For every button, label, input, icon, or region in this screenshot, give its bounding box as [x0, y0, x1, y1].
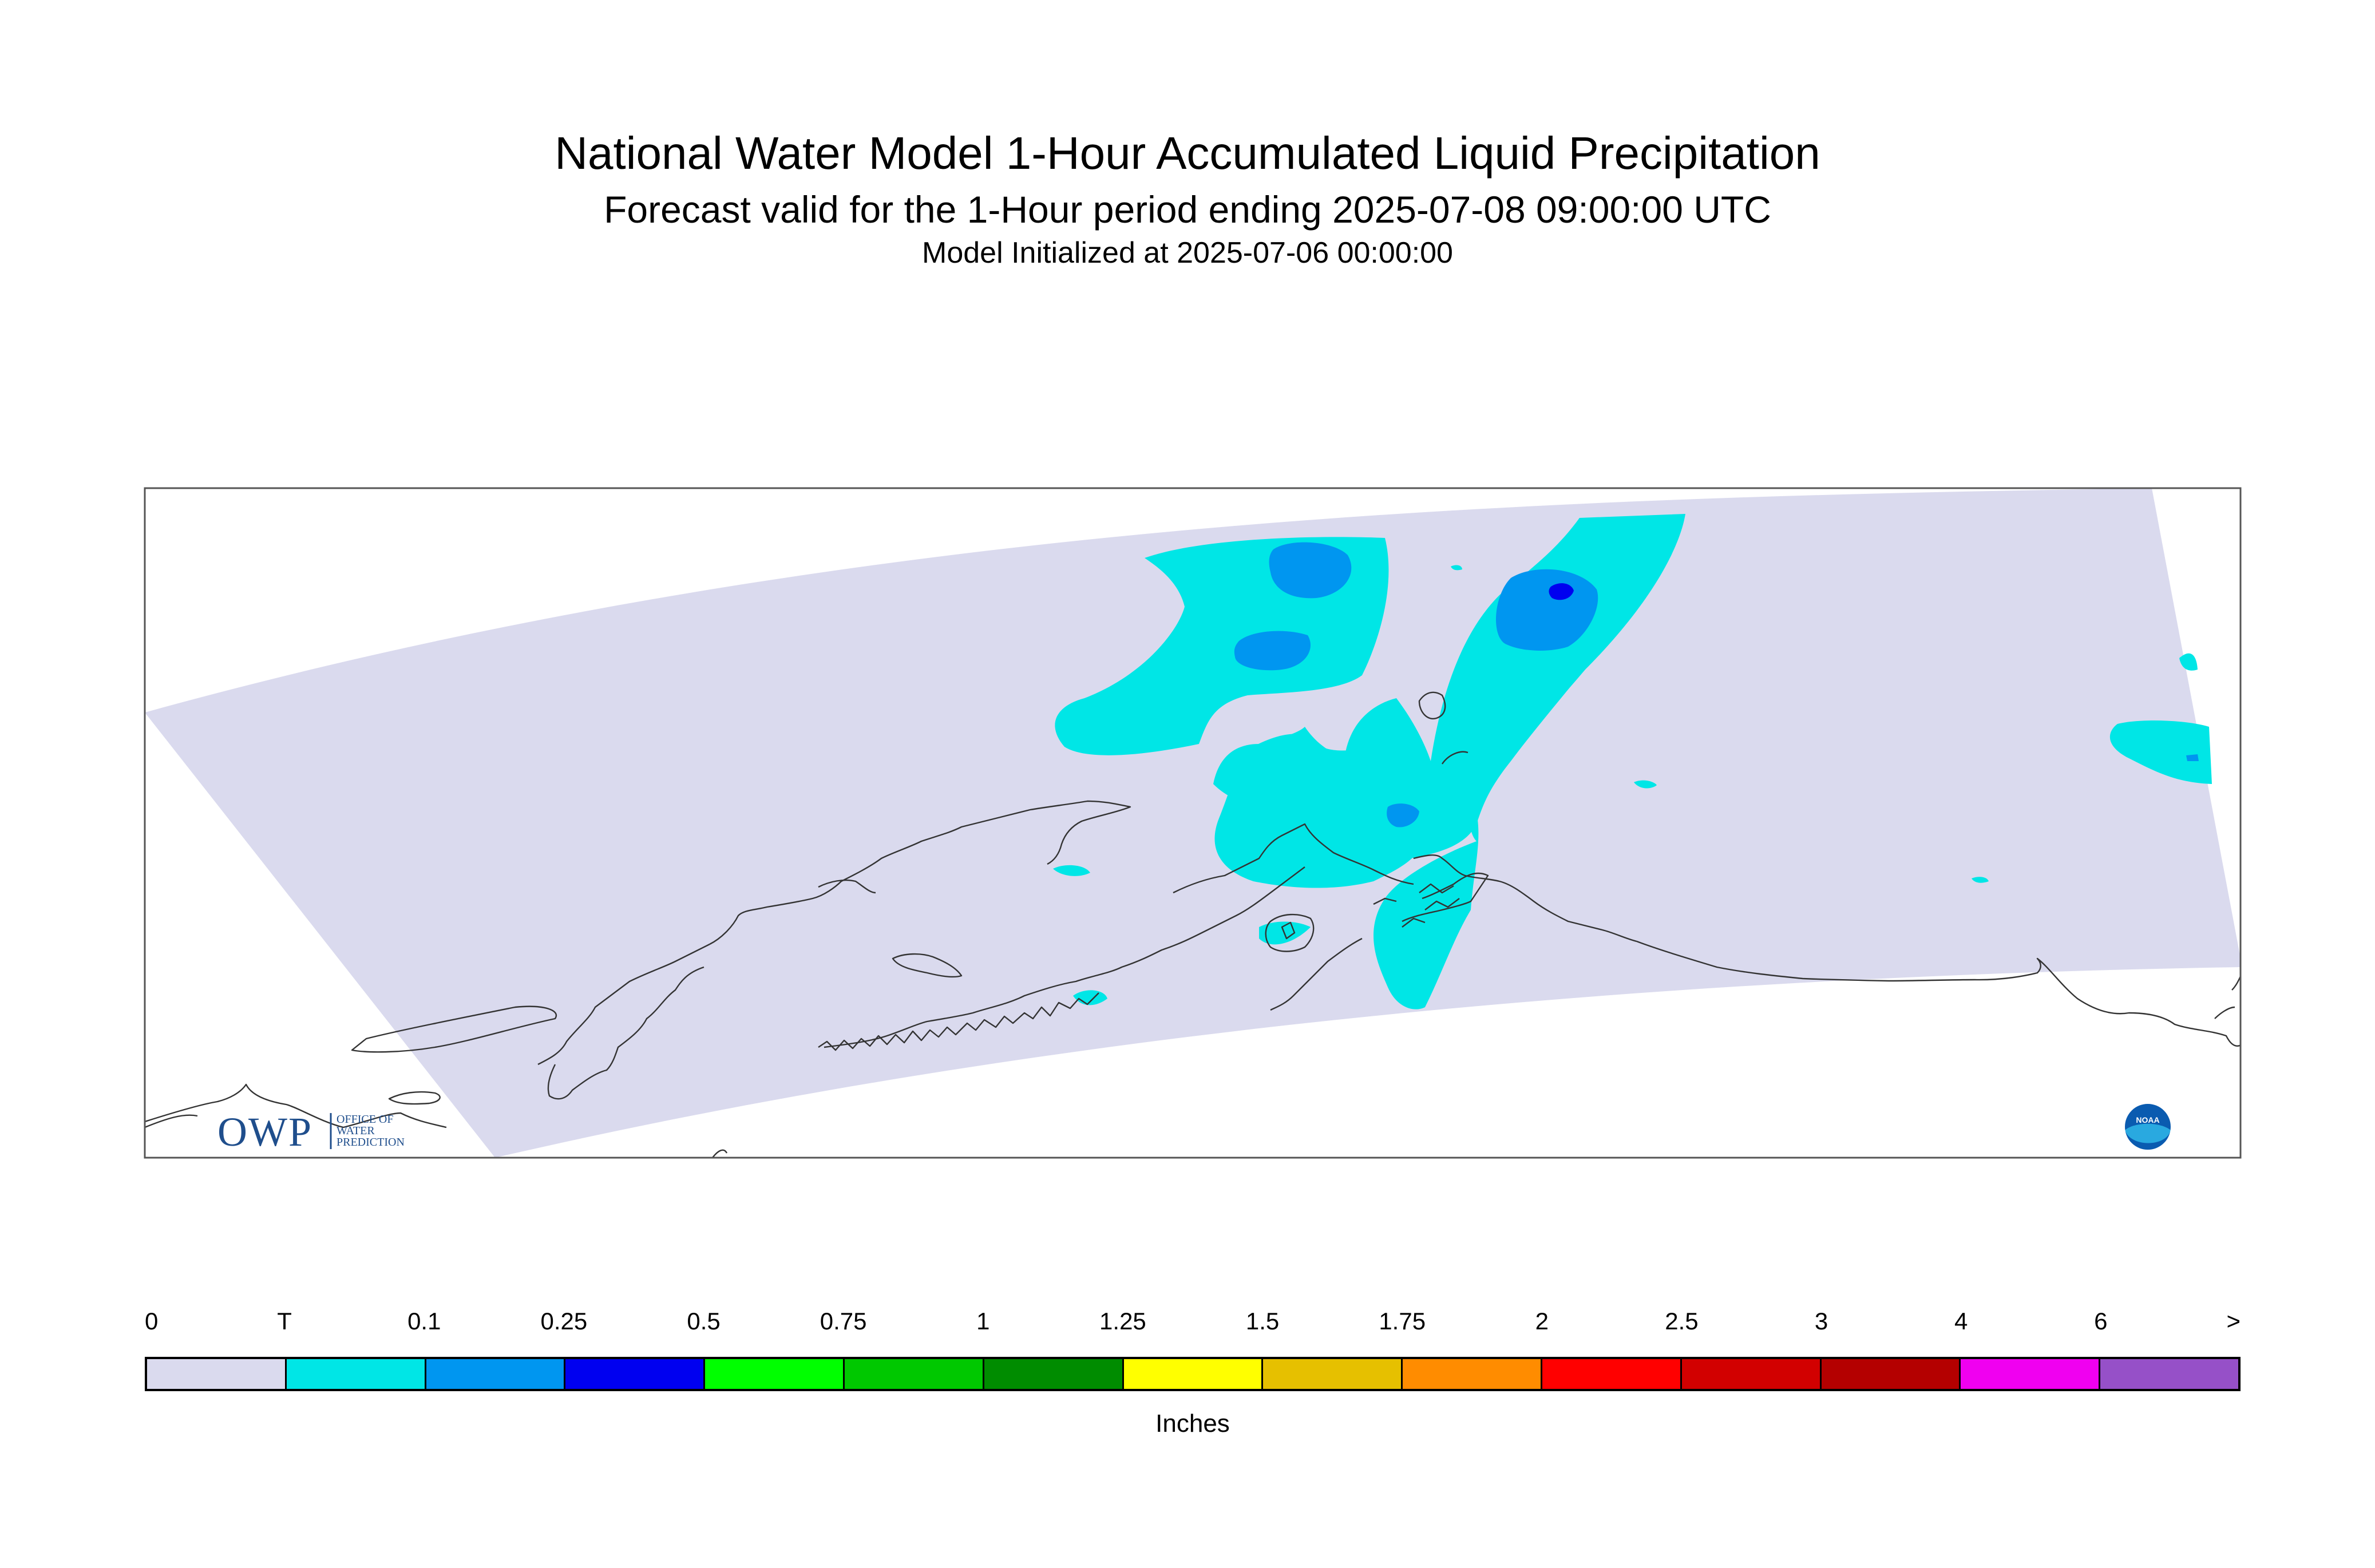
gulf-of-alaska-coast [1636, 940, 2241, 1047]
chugach-islands [1373, 883, 1460, 928]
legend-swatch-10 [1542, 1359, 1682, 1389]
legend-units-label: Inches [1155, 1409, 1230, 1438]
legend-swatch-1 [286, 1359, 426, 1389]
legend-swatch-7 [1123, 1359, 1264, 1389]
noaa-logo-text: NOAA [2136, 1115, 2159, 1124]
legend-tick-4: 0.5 [687, 1308, 721, 1335]
prince-william-sound [1413, 854, 1637, 943]
legend-tick-3: 0.25 [540, 1308, 588, 1335]
legend-swatch-11 [1681, 1359, 1822, 1389]
alaska-mainland-coast [145, 1005, 557, 1129]
legend-swatch-8 [1263, 1359, 1403, 1389]
legend-tick-10: 2 [1535, 1308, 1549, 1335]
forecast-valid-subtitle: Forecast valid for the 1-Hour period end… [604, 188, 1771, 231]
canada-east-coast [2214, 975, 2241, 1019]
legend-swatch-9 [1403, 1359, 1542, 1389]
noaa-logo: NOAA [2123, 1102, 2173, 1152]
legend-swatch-14 [2100, 1359, 2238, 1389]
legend-tick-6: 1 [976, 1308, 990, 1335]
legend-tick-15: > [2226, 1308, 2241, 1335]
owp-logo-letters: OWP [217, 1109, 312, 1155]
legend-swatch-0 [147, 1359, 287, 1389]
owp-logo-line2: WATER [337, 1124, 375, 1137]
legend-swatch-5 [844, 1359, 984, 1389]
western-coast [537, 943, 710, 1100]
legend-swatch-3 [565, 1359, 706, 1389]
map-title: National Water Model 1-Hour Accumulated … [555, 128, 1820, 179]
legend-swatch-12 [1821, 1359, 1961, 1389]
legend-tick-14: 6 [2094, 1308, 2108, 1335]
owp-logo-line3: PREDICTION [337, 1136, 405, 1149]
legend-tick-11: 2.5 [1665, 1308, 1699, 1335]
precipitation-legend: 0 T 0.1 0.25 0.5 0.75 1 1.25 1.5 1.75 2 2.5 3 4 6 > Inc… [145, 1308, 2241, 1445]
legend-swatch-2 [426, 1359, 566, 1389]
legend-tick-9: 1.75 [1379, 1308, 1426, 1335]
moderate-precip-core [1549, 583, 1574, 600]
coastlines [145, 691, 2241, 1158]
legend-tick-8: 1.5 [1245, 1308, 1280, 1335]
map-frame [144, 487, 2242, 1159]
legend-tick-2: 0.1 [407, 1308, 441, 1335]
owp-logo-line1: OFFICE OF [337, 1113, 393, 1126]
kenai-coast [1270, 872, 1489, 1011]
inland-features [818, 691, 1468, 894]
owp-logo: OWP OFFICE OF WATER PREDICTION [217, 1109, 405, 1155]
precip-area-east [2109, 720, 2212, 784]
legend-swatch-6 [984, 1359, 1124, 1389]
bristol-bay-coast [709, 800, 1131, 945]
legend-tick-1: T [277, 1308, 292, 1335]
legend-color-bar [145, 1357, 2241, 1391]
model-domain [145, 488, 2241, 1158]
peninsula-fringe [818, 992, 1099, 1051]
precip-area-peninsula [1214, 734, 1431, 888]
legend-tick-13: 4 [1954, 1308, 1968, 1335]
legend-swatch-4 [705, 1359, 845, 1389]
peninsula-south-coast [824, 866, 1305, 1048]
model-initialized-text: Model Initialized at 2025-07-06 00:00:00 [922, 236, 1453, 270]
kodiak-island [1265, 913, 1315, 952]
legend-tick-0: 0 [145, 1308, 159, 1335]
legend-swatch-13 [1961, 1359, 2101, 1389]
legend-tick-5: 0.75 [820, 1308, 867, 1335]
legend-tick-7: 1.25 [1099, 1308, 1146, 1335]
cook-inlet-coast [1173, 823, 1414, 894]
legend-tick-12: 3 [1814, 1308, 1828, 1335]
lake-iliamna [892, 953, 963, 978]
bering-islands [145, 1091, 728, 1158]
